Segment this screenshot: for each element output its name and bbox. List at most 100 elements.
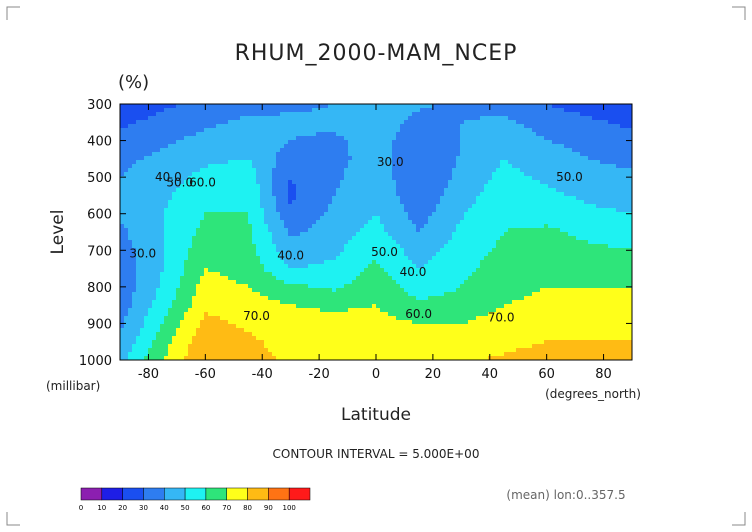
- heatmap-cell: [604, 156, 609, 161]
- heatmap-cell: [272, 256, 277, 261]
- heatmap-cell: [384, 228, 389, 233]
- heatmap-cell: [528, 192, 533, 197]
- heatmap-cell: [384, 128, 389, 133]
- heatmap-cell: [452, 196, 457, 201]
- heatmap-cell: [348, 196, 353, 201]
- heatmap-cell: [456, 144, 461, 149]
- heatmap-cell: [564, 116, 569, 121]
- heatmap-cell: [292, 220, 297, 225]
- heatmap-cell: [132, 120, 137, 125]
- heatmap-cell: [320, 184, 325, 189]
- heatmap-cell: [512, 144, 517, 149]
- heatmap-cell: [472, 212, 477, 217]
- heatmap-cell: [292, 132, 297, 137]
- heatmap-cell: [452, 128, 457, 133]
- heatmap-cell: [500, 224, 505, 229]
- heatmap-cell: [508, 220, 513, 225]
- heatmap-cell: [240, 116, 245, 121]
- heatmap-cell: [204, 160, 209, 165]
- heatmap-cell: [120, 132, 125, 137]
- heatmap-cell: [156, 124, 161, 129]
- heatmap-cell: [520, 148, 525, 153]
- heatmap-cell: [404, 200, 409, 205]
- heatmap-cell: [240, 104, 245, 109]
- heatmap-cell: [236, 240, 241, 245]
- heatmap-cell: [472, 204, 477, 209]
- heatmap-cell: [488, 144, 493, 149]
- heatmap-cell: [184, 144, 189, 149]
- heatmap-cell: [144, 216, 149, 221]
- heatmap-cell: [128, 212, 133, 217]
- heatmap-cell: [488, 244, 493, 249]
- heatmap-cell: [596, 148, 601, 153]
- heatmap-cell: [196, 252, 201, 257]
- heatmap-cell: [568, 128, 573, 133]
- heatmap-cell: [144, 156, 149, 161]
- heatmap-cell: [472, 232, 477, 237]
- heatmap-cell: [408, 240, 413, 245]
- heatmap-cell: [300, 252, 305, 257]
- heatmap-cell: [136, 252, 141, 257]
- heatmap-cell: [588, 184, 593, 189]
- heatmap-cell: [560, 204, 565, 209]
- heatmap-cell: [540, 184, 545, 189]
- heatmap-cell: [136, 160, 141, 165]
- heatmap-cell: [368, 196, 373, 201]
- heatmap-cell: [256, 220, 261, 225]
- heatmap-cell: [164, 240, 169, 245]
- heatmap-cell: [444, 192, 449, 197]
- heatmap-cell: [392, 188, 397, 193]
- heatmap-cell: [352, 212, 357, 217]
- heatmap-cell: [312, 104, 317, 109]
- heatmap-cell: [188, 144, 193, 149]
- heatmap-cell: [192, 156, 197, 161]
- heatmap-cell: [228, 160, 233, 165]
- heatmap-cell: [316, 236, 321, 241]
- heatmap-cell: [124, 164, 129, 169]
- heatmap-cell: [480, 116, 485, 121]
- heatmap-cell: [128, 140, 133, 145]
- heatmap-cell: [132, 160, 137, 165]
- heatmap-cell: [448, 196, 453, 201]
- heatmap-cell: [444, 208, 449, 213]
- heatmap-cell: [556, 220, 561, 225]
- heatmap-cell: [608, 252, 613, 257]
- heatmap-cell: [164, 236, 169, 241]
- heatmap-cell: [388, 180, 393, 185]
- heatmap-cell: [324, 224, 329, 229]
- heatmap-cell: [292, 124, 297, 129]
- heatmap-cell: [592, 172, 597, 177]
- heatmap-cell: [340, 104, 345, 109]
- heatmap-cell: [184, 120, 189, 125]
- heatmap-cell: [340, 240, 345, 245]
- heatmap-cell: [268, 248, 273, 253]
- heatmap-cell: [280, 208, 285, 213]
- heatmap-cell: [252, 168, 257, 173]
- heatmap-cell: [620, 212, 625, 217]
- heatmap-cell: [348, 236, 353, 241]
- heatmap-cell: [164, 164, 169, 169]
- heatmap-cell: [508, 228, 513, 233]
- heatmap-cell: [604, 244, 609, 249]
- heatmap-cell: [172, 104, 177, 109]
- heatmap-cell: [160, 204, 165, 209]
- heatmap-cell: [512, 188, 517, 193]
- heatmap-cell: [212, 156, 217, 161]
- heatmap-cell: [424, 120, 429, 125]
- heatmap-cell: [168, 140, 173, 145]
- heatmap-cell: [332, 200, 337, 205]
- heatmap-cell: [532, 244, 537, 249]
- heatmap-cell: [160, 212, 165, 217]
- heatmap-cell: [620, 236, 625, 241]
- heatmap-cell: [144, 208, 149, 213]
- heatmap-cell: [328, 228, 333, 233]
- heatmap-cell: [460, 248, 465, 253]
- heatmap-cell: [352, 172, 357, 177]
- heatmap-cell: [156, 224, 161, 229]
- heatmap-cell: [492, 108, 497, 113]
- heatmap-cell: [584, 108, 589, 113]
- heatmap-cell: [140, 108, 145, 113]
- heatmap-cell: [204, 196, 209, 201]
- heatmap-cell: [548, 140, 553, 145]
- heatmap-cell: [476, 140, 481, 145]
